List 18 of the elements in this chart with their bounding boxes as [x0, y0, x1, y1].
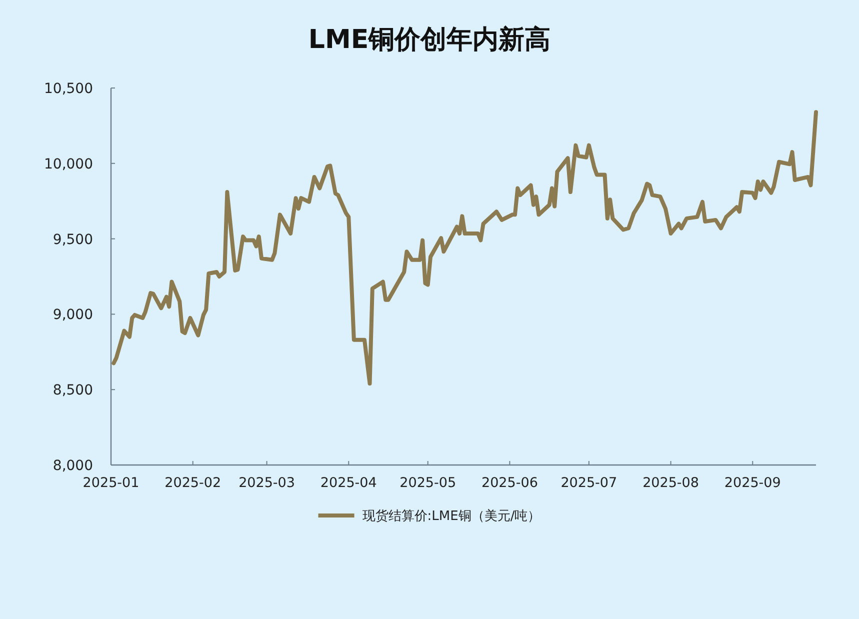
chart-title: LME铜价创年内新高 [308, 25, 551, 55]
legend-label: 现货结算价:LME铜（美元/吨） [362, 508, 541, 524]
x-tick-label: 2025-02 [164, 475, 222, 491]
x-tick-label: 2025-06 [482, 475, 538, 491]
x-tick-label: 2025-04 [320, 475, 377, 491]
x-tick-label: 2025-07 [560, 475, 618, 491]
x-tick-label: 2025-09 [724, 475, 781, 491]
y-tick-label: 10,000 [44, 156, 93, 172]
y-tick-label: 8,000 [52, 458, 93, 474]
y-tick-label: 9,500 [52, 232, 93, 248]
y-tick-label: 8,500 [52, 382, 93, 399]
y-tick-label: 9,000 [52, 307, 93, 324]
x-tick-label: 2025-08 [642, 475, 699, 491]
x-tick-label: 2025-01 [82, 475, 140, 491]
y-tick-label: 10,500 [44, 81, 93, 97]
x-tick-label: 2025-05 [400, 475, 456, 491]
x-tick-label: 2025-03 [238, 475, 295, 491]
line-series [112, 110, 818, 386]
